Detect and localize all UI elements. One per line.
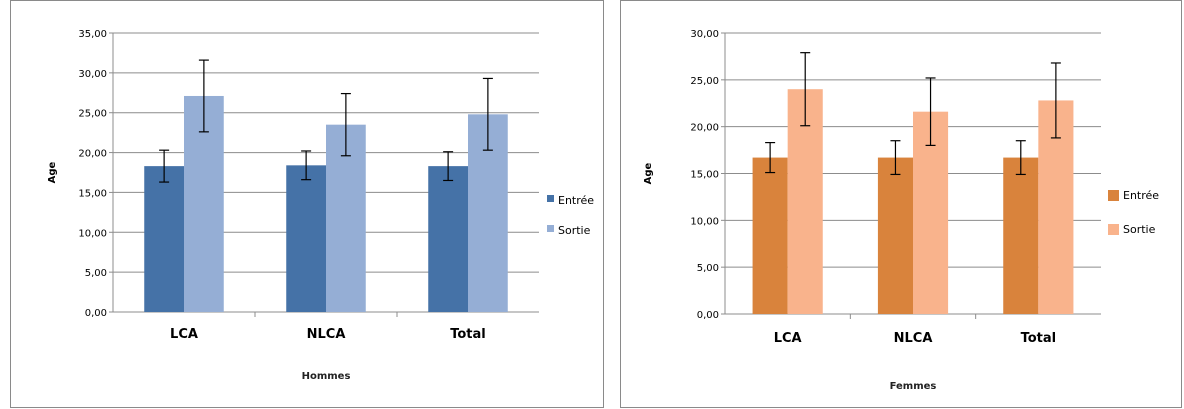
- chart-panel-femmes: 0,00 5,00 10,00 15,00 20,00 25,00 30,00 LCA NLCA…: [620, 0, 1182, 408]
- y-tick-label: 0,00: [697, 310, 719, 321]
- y-tick-label: 20,00: [690, 123, 719, 134]
- y-tick-label: 25,00: [78, 109, 107, 120]
- y-tick-label: 0,00: [85, 308, 107, 319]
- y-axis-title: Age: [643, 162, 654, 184]
- chart-panel-hommes: 0,00 5,00 10,00 15,00 20,00 25,00 30,00 35,00 LC…: [10, 0, 604, 408]
- legend-label: Entrée: [558, 194, 594, 207]
- x-category-label: NLCA: [307, 327, 346, 342]
- y-tick-label: 5,00: [85, 268, 107, 279]
- legend-label: Sortie: [558, 224, 591, 237]
- y-tick-label: 20,00: [78, 149, 107, 160]
- x-axis-title: Femmes: [890, 381, 937, 392]
- bar-entre-nlca: [286, 165, 326, 312]
- bar-entre-nlca: [877, 157, 913, 314]
- legend-label: Entrée: [1123, 189, 1159, 202]
- x-axis-title: Hommes: [302, 371, 351, 382]
- y-axis-title: Age: [47, 161, 58, 183]
- legend-swatch: [547, 225, 554, 232]
- legend-swatch: [1108, 224, 1119, 235]
- legend-swatch: [547, 195, 554, 202]
- x-category-label: Total: [1021, 331, 1057, 346]
- y-tick-label: 30,00: [78, 69, 107, 80]
- y-tick-label: 35,00: [78, 29, 107, 40]
- y-tick-label: 10,00: [78, 228, 107, 239]
- x-category-label: NLCA: [894, 331, 933, 346]
- y-tick-label: 10,00: [690, 216, 719, 227]
- bar-entre-lca: [144, 166, 184, 312]
- y-tick-label: 15,00: [690, 170, 719, 181]
- bar-entre-total: [1003, 157, 1039, 314]
- x-category-label: LCA: [170, 327, 198, 342]
- bar-entre-lca: [752, 157, 788, 314]
- chart-hommes: 0,00 5,00 10,00 15,00 20,00 25,00 30,00 35,00 LC…: [47, 29, 594, 382]
- bar-entre-total: [428, 166, 468, 312]
- y-tick-label: 5,00: [697, 263, 719, 274]
- x-category-label: Total: [450, 327, 486, 342]
- bar-sortie-lca: [787, 89, 823, 314]
- y-tick-label: 25,00: [690, 76, 719, 87]
- chart-femmes: 0,00 5,00 10,00 15,00 20,00 25,00 30,00 LCA NLCA…: [643, 29, 1159, 392]
- legend-label: Sortie: [1123, 223, 1156, 236]
- legend-swatch: [1108, 190, 1119, 201]
- y-tick-label: 30,00: [690, 29, 719, 40]
- y-tick-label: 15,00: [78, 188, 107, 199]
- x-category-label: LCA: [774, 331, 802, 346]
